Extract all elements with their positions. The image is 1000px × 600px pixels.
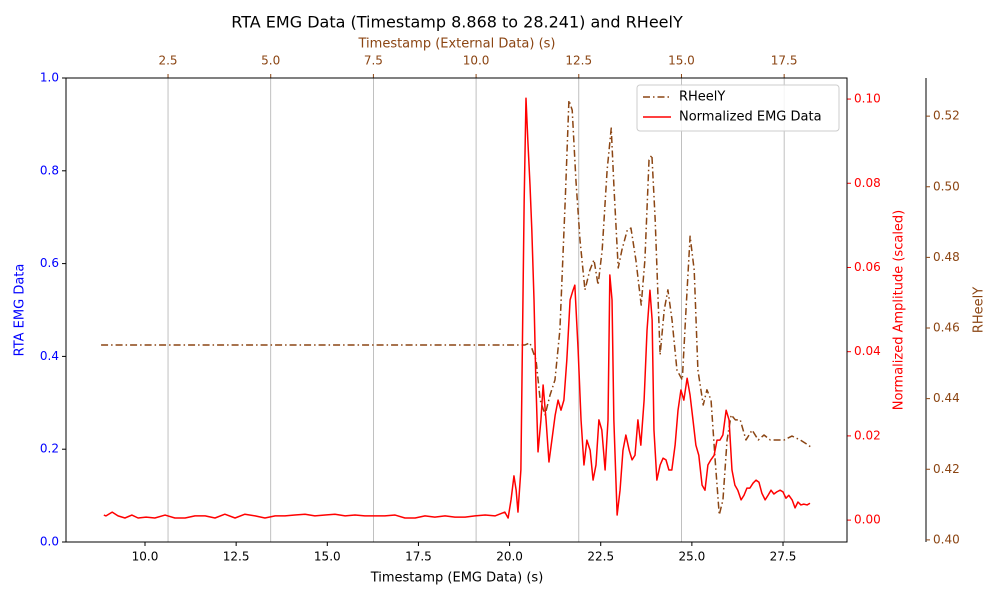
y2-tick-label: 0.02	[854, 428, 881, 442]
x-tick-label: 10.0	[132, 550, 159, 564]
y3-tick-label: 0.50	[933, 179, 960, 193]
y3-tick-label: 0.48	[933, 250, 960, 264]
series-line	[101, 99, 813, 516]
x-tick-label: 25.0	[679, 550, 706, 564]
legend-label: Normalized EMG Data	[679, 110, 822, 125]
x-axis-label: Timestamp (EMG Data) (s)	[370, 571, 544, 586]
y3-tick-label: 0.40	[933, 532, 960, 546]
y2-tick-label: 0.04	[854, 344, 881, 358]
x2-tick-label: 12.5	[565, 54, 592, 68]
x-tick-label: 17.5	[405, 550, 432, 564]
x2-tick-label: 17.5	[771, 54, 798, 68]
x-tick-label: 15.0	[314, 550, 341, 564]
y3-tick-label: 0.42	[933, 462, 960, 476]
x2-tick-label: 15.0	[668, 54, 695, 68]
legend-label: RHeelY	[679, 90, 725, 105]
y-tick-label: 0.2	[40, 442, 59, 456]
x2-tick-label: 10.0	[463, 54, 490, 68]
x2-tick-label: 5.0	[261, 54, 280, 68]
y2-tick-label: 0.06	[854, 260, 881, 274]
chart-title: RTA EMG Data (Timestamp 8.868 to 28.241)…	[231, 13, 683, 32]
y2-axis-label: Normalized Amplitude (scaled)	[892, 210, 907, 411]
x2-axis-label: Timestamp (External Data) (s)	[358, 37, 556, 52]
x-tick-label: 22.5	[587, 550, 614, 564]
y-tick-label: 1.0	[40, 71, 59, 85]
y3-tick-label: 0.44	[933, 391, 960, 405]
x-tick-label: 12.5	[223, 550, 250, 564]
legend-box	[636, 84, 840, 132]
y-tick-label: 0.8	[40, 163, 59, 177]
y3-axis-label: RHeelY	[972, 287, 987, 333]
y-tick-label: 0.0	[40, 535, 59, 549]
y3-tick-label: 0.52	[933, 109, 960, 123]
y-tick-label: 0.4	[40, 349, 59, 363]
x2-tick-label: 2.5	[158, 54, 177, 68]
y2-tick-label: 0.08	[854, 176, 881, 190]
series-line	[103, 97, 811, 519]
y2-tick-label: 0.10	[854, 92, 881, 106]
y2-tick-label: 0.00	[854, 513, 881, 527]
y-axis-label: RTA EMG Data	[13, 264, 28, 357]
plot-frame	[65, 77, 848, 543]
y3-tick-label: 0.46	[933, 321, 960, 335]
y-tick-label: 0.6	[40, 256, 59, 270]
x-tick-label: 27.5	[770, 550, 797, 564]
x-tick-label: 20.0	[496, 550, 523, 564]
x2-tick-label: 7.5	[364, 54, 383, 68]
